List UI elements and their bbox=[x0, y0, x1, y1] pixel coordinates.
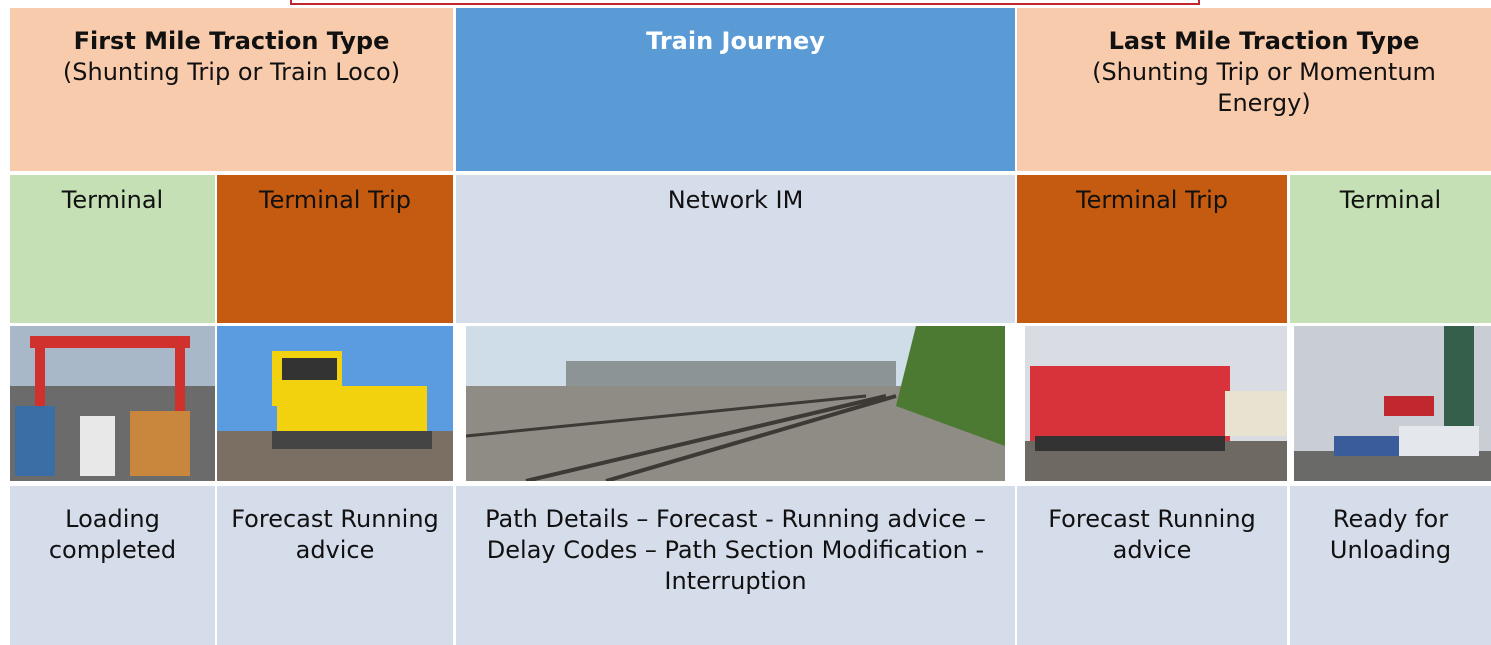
event: Path Details – Forecast - Running advice… bbox=[456, 486, 1015, 645]
header-cell: Last Mile Traction Type (Shunting Trip o… bbox=[1017, 8, 1491, 171]
segment: Terminal Trip bbox=[1017, 175, 1287, 323]
photo-unloading bbox=[1294, 326, 1491, 481]
event: Ready for Unloading bbox=[1290, 486, 1491, 645]
header-title: First Mile Traction Type bbox=[73, 27, 390, 55]
segment: Network IM bbox=[456, 175, 1015, 323]
header-cell: First Mile Traction Type (Shunting Trip … bbox=[10, 8, 453, 171]
header-title: Train Journey bbox=[646, 27, 825, 55]
event: Forecast Running advice bbox=[1017, 486, 1287, 645]
photo-loco bbox=[217, 326, 453, 481]
header-subtitle: (Shunting Trip or Momentum Energy) bbox=[1092, 58, 1436, 118]
segment: Terminal Trip bbox=[217, 175, 453, 323]
segment: Terminal bbox=[10, 175, 215, 323]
title-frame bbox=[290, 0, 1200, 5]
header-cell: Train Journey bbox=[456, 8, 1015, 171]
event: Forecast Running advice bbox=[217, 486, 453, 645]
segment: Terminal bbox=[1290, 175, 1491, 323]
photo-red-loco bbox=[1025, 326, 1287, 481]
photo-track bbox=[466, 326, 1005, 481]
header-title: Last Mile Traction Type bbox=[1108, 27, 1420, 55]
header-subtitle: (Shunting Trip or Train Loco) bbox=[62, 58, 401, 87]
photo-terminal bbox=[10, 326, 215, 481]
event: Loading completed bbox=[10, 486, 215, 645]
